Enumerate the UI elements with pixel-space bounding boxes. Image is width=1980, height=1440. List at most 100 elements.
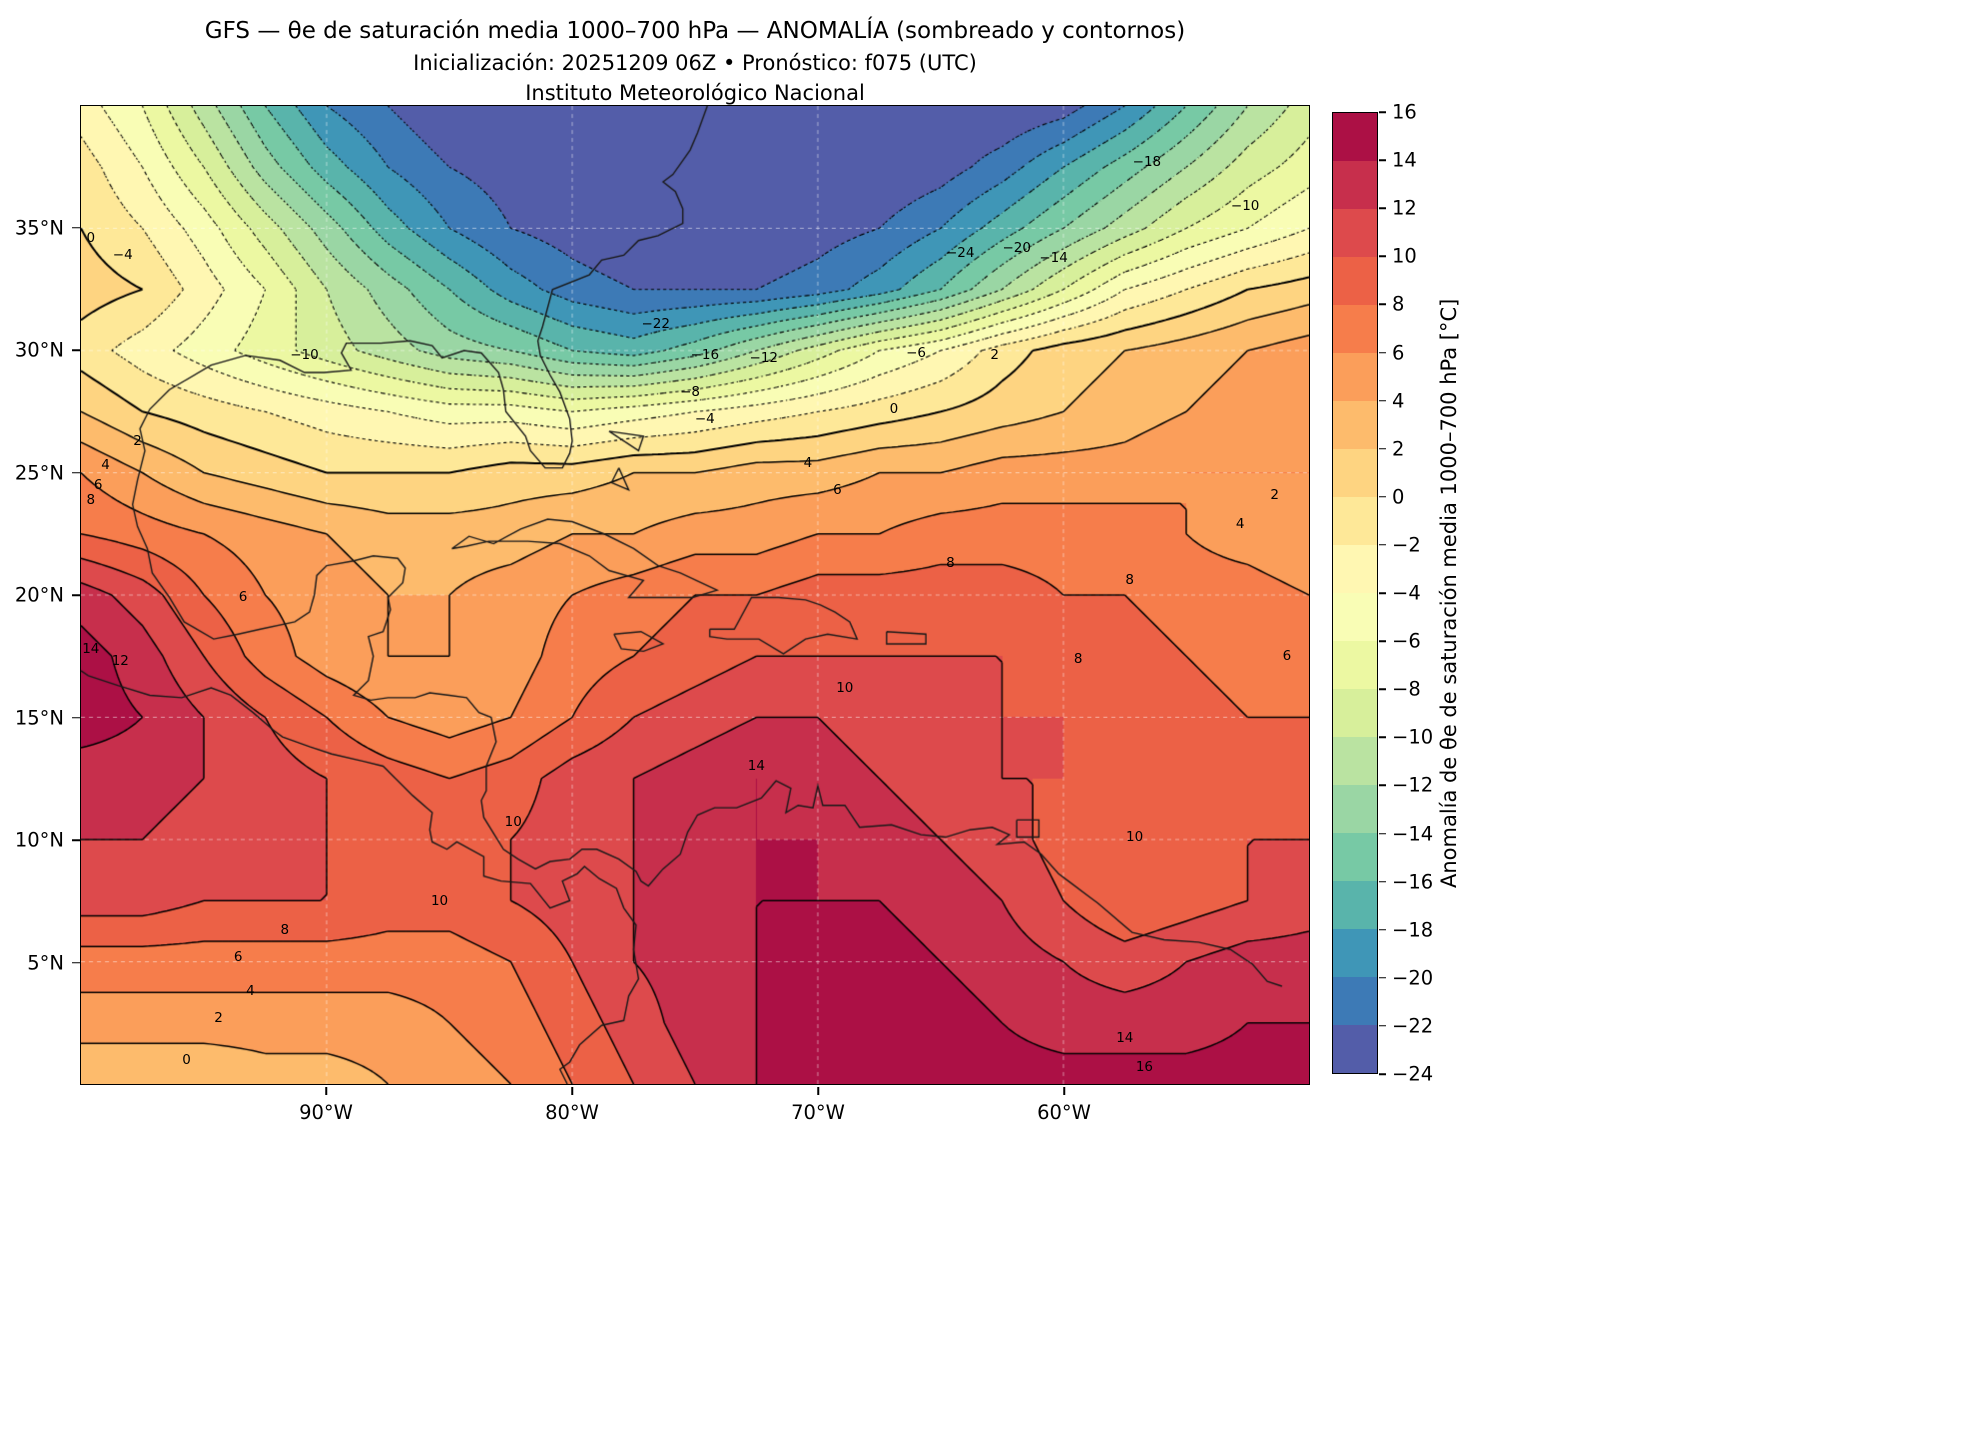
colorbar-tick-label: −20 (1392, 966, 1434, 990)
colorbar-tick-label: −12 (1392, 773, 1434, 797)
contour-label: −6 (906, 344, 926, 361)
colorbar-segment (1333, 881, 1377, 929)
contour-label: 4 (101, 457, 110, 474)
x-tick-label: 90°W (299, 1100, 353, 1124)
contour-label: 14 (747, 758, 765, 775)
contour-label: 10 (504, 814, 522, 831)
colorbar-tick-label: 14 (1392, 148, 1417, 172)
contour-label: 6 (93, 476, 103, 493)
colorbar-tick-label: 4 (1392, 389, 1405, 413)
colorbar-tick-mark (1379, 111, 1386, 113)
colorbar-tick-mark (1379, 447, 1386, 450)
colorbar-tick-label: −4 (1392, 581, 1421, 605)
contour-label: 6 (233, 948, 243, 965)
colorbar-tick-label: −22 (1392, 1014, 1434, 1038)
colorbar-segment (1333, 785, 1377, 833)
contour-label: 10 (430, 892, 449, 909)
y-tick-label: 10°N (14, 828, 64, 852)
x-tick-mark (817, 1086, 819, 1095)
colorbar-tick-label: 16 (1392, 100, 1417, 124)
colorbar-tick-label: −16 (1392, 870, 1434, 894)
colorbar-segment (1333, 209, 1377, 257)
y-tick-mark (72, 349, 80, 351)
colorbar-tick-mark (1379, 688, 1386, 690)
colorbar-tick-mark (1379, 1073, 1386, 1075)
colorbar-tick-label: −8 (1392, 677, 1421, 701)
contour-label: −4 (112, 247, 133, 264)
contour-label: 0 (889, 401, 899, 418)
colorbar-tick-mark (1379, 880, 1386, 883)
contour-label: 6 (833, 481, 842, 498)
contour-label: −24 (945, 244, 975, 261)
colorbar-segment (1333, 977, 1377, 1025)
colorbar (1332, 112, 1378, 1074)
x-tick-mark (1063, 1086, 1065, 1095)
contour-label: −18 (1132, 154, 1162, 171)
colorbar-tick-mark (1379, 303, 1386, 306)
contour-label: 6 (1282, 648, 1292, 665)
x-tick-label: 70°W (791, 1100, 845, 1124)
contour-labels-layer: 0 −4 −10 −22 −16 −12 −8 −6 −4 −24 −20 −14 −18 −10 2 0 4 6… (81, 106, 1309, 1084)
colorbar-tick-mark (1379, 784, 1386, 787)
contour-label: −14 (1039, 249, 1068, 266)
contour-label: −22 (641, 315, 670, 332)
colorbar-tick-mark (1379, 255, 1386, 258)
colorbar-tick-mark (1379, 544, 1386, 546)
x-axis-ticks: 90°W 80°W 70°W 60°W (80, 1086, 1310, 1133)
colorbar-tick-mark (1379, 977, 1386, 979)
contour-label: 2 (990, 347, 999, 364)
colorbar-segment (1333, 833, 1377, 881)
contour-label: 16 (1135, 1058, 1154, 1075)
y-tick-label: 30°N (14, 338, 64, 362)
contour-label: 10 (836, 679, 854, 696)
contour-label: 4 (1235, 516, 1245, 533)
colorbar-tick-mark (1379, 928, 1386, 931)
contour-label: 8 (946, 555, 955, 572)
contour-label: −4 (694, 410, 715, 427)
chart-title: GFS — θe de saturación media 1000–700 hP… (204, 18, 1186, 44)
y-tick-label: 5°N (27, 951, 64, 974)
y-tick-mark (72, 471, 80, 474)
chart-subtitle-institution: Instituto Meteorológico Nacional (525, 81, 865, 105)
colorbar-segment (1333, 305, 1377, 353)
colorbar-segment (1333, 401, 1377, 449)
colorbar-tick-mark (1379, 399, 1386, 402)
colorbar-tick-label: −14 (1392, 822, 1434, 845)
map-plot-area: 0 −4 −10 −22 −16 −12 −8 −6 −4 −24 −20 −14 −18 −10 2 0 4 6… (80, 105, 1310, 1085)
colorbar-tick-mark (1379, 1025, 1386, 1027)
colorbar-segment (1333, 497, 1377, 545)
contour-label: 4 (803, 454, 813, 471)
contour-label: −20 (1002, 239, 1031, 256)
colorbar-tick-mark (1379, 496, 1386, 498)
contour-label: 8 (1073, 650, 1083, 667)
x-tick-mark (571, 1086, 573, 1095)
map-canvas (81, 106, 1309, 1084)
contour-label: −12 (749, 349, 779, 366)
colorbar-segment (1333, 449, 1377, 497)
contour-label: 14 (1116, 1029, 1134, 1046)
contour-label: 8 (280, 921, 290, 938)
y-tick-mark (72, 226, 80, 229)
contour-label: 2 (133, 432, 142, 449)
contour-label: 4 (246, 983, 255, 1000)
colorbar-segment (1333, 593, 1377, 641)
contour-label: 10 (1126, 829, 1144, 846)
colorbar-tick-label: −10 (1392, 725, 1434, 749)
colorbar-segment (1333, 1025, 1377, 1073)
x-tick-mark (325, 1086, 327, 1095)
colorbar-ticks: 16 14 12 10 8 6 4 2 0 −2 −4 −6 −8 −10 −12 −14 −16 −18 −20 −… (1379, 101, 1449, 1086)
colorbar-tick-label: −24 (1392, 1062, 1434, 1086)
contour-label: 8 (86, 491, 96, 508)
colorbar-segment (1333, 689, 1377, 737)
x-tick-label: 80°W (545, 1100, 599, 1124)
y-tick-label: 35°N (14, 216, 64, 239)
figure-titles: GFS — θe de saturación media 1000–700 hP… (80, 16, 1310, 107)
colorbar-tick-label: 12 (1392, 196, 1417, 220)
colorbar-tick-label: −2 (1392, 533, 1421, 557)
contour-label: −10 (1230, 198, 1260, 215)
contour-label: −16 (690, 347, 720, 364)
contour-label: −10 (290, 347, 319, 364)
y-tick-mark (72, 839, 80, 841)
y-tick-mark (72, 594, 80, 596)
